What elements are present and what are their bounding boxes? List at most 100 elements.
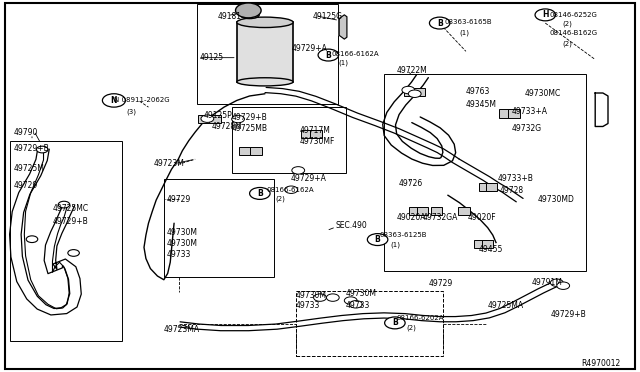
Polygon shape <box>339 15 347 39</box>
Bar <box>486 183 497 191</box>
Bar <box>417 207 428 215</box>
Text: (3): (3) <box>126 108 136 115</box>
Text: 08166-6162A: 08166-6162A <box>266 187 314 193</box>
Text: B: B <box>392 318 397 327</box>
Bar <box>237 22 293 82</box>
Text: B: B <box>437 19 442 28</box>
Circle shape <box>429 17 450 29</box>
Circle shape <box>292 167 305 174</box>
Bar <box>250 147 262 155</box>
Text: 49729+A: 49729+A <box>292 44 328 53</box>
Circle shape <box>201 115 214 122</box>
Text: 49181: 49181 <box>218 12 242 21</box>
Bar <box>458 207 470 215</box>
Circle shape <box>344 297 357 304</box>
Text: (2): (2) <box>275 196 285 202</box>
Bar <box>409 207 420 215</box>
Circle shape <box>36 146 48 153</box>
Circle shape <box>385 317 405 329</box>
Text: 49125: 49125 <box>200 53 224 62</box>
Text: 49729+A: 49729+A <box>291 174 326 183</box>
Circle shape <box>557 282 570 289</box>
Bar <box>413 88 425 96</box>
Text: 08363-6165B: 08363-6165B <box>445 19 492 25</box>
Ellipse shape <box>240 11 259 19</box>
Text: 49733+B: 49733+B <box>498 174 534 183</box>
Text: 49723M: 49723M <box>154 159 184 168</box>
Text: (1): (1) <box>338 60 348 67</box>
Ellipse shape <box>237 78 293 86</box>
Text: 49733: 49733 <box>346 301 370 310</box>
Bar <box>474 240 486 248</box>
Text: 49722M: 49722M <box>397 66 428 75</box>
Text: (2): (2) <box>562 21 572 28</box>
Circle shape <box>408 90 421 97</box>
Text: B: B <box>326 51 331 60</box>
Text: 49717M: 49717M <box>300 126 330 135</box>
Text: 49730M: 49730M <box>166 228 197 237</box>
Bar <box>198 115 209 123</box>
Bar <box>384 74 586 271</box>
Circle shape <box>314 294 326 301</box>
Text: 49729: 49729 <box>14 182 38 190</box>
Text: 49791M: 49791M <box>531 278 562 287</box>
Circle shape <box>367 234 388 246</box>
Text: 49730MD: 49730MD <box>538 195 575 203</box>
Text: 08166-6162A: 08166-6162A <box>332 51 379 57</box>
Circle shape <box>402 86 415 94</box>
Text: 49732GA: 49732GA <box>422 213 458 222</box>
Text: 49729: 49729 <box>166 195 191 203</box>
Text: 49725MA: 49725MA <box>488 301 524 310</box>
Text: (1): (1) <box>390 241 401 248</box>
Circle shape <box>535 9 556 21</box>
Text: 49723MA: 49723MA <box>163 325 199 334</box>
Text: 49730MC: 49730MC <box>525 89 561 98</box>
Text: 49725M: 49725M <box>14 164 45 173</box>
Text: 49729+B: 49729+B <box>53 217 89 226</box>
Circle shape <box>326 294 339 301</box>
Text: 08146-B162G: 08146-B162G <box>549 31 597 36</box>
Text: R4970012: R4970012 <box>581 359 620 368</box>
Text: 49728M: 49728M <box>211 122 242 131</box>
Bar <box>310 130 322 138</box>
Bar <box>10 141 122 341</box>
Text: 49726: 49726 <box>399 179 423 187</box>
Bar <box>239 147 251 155</box>
Bar <box>404 88 415 96</box>
Text: N: N <box>111 96 117 105</box>
Text: 08146-6252G: 08146-6252G <box>549 12 597 18</box>
Ellipse shape <box>237 17 293 28</box>
Text: 49728: 49728 <box>499 186 524 195</box>
Circle shape <box>232 115 244 123</box>
Bar <box>232 107 346 173</box>
Text: (2): (2) <box>406 325 416 331</box>
Text: 49763: 49763 <box>465 87 490 96</box>
Text: N 08911-2062G: N 08911-2062G <box>114 97 170 103</box>
Bar <box>431 207 442 215</box>
Bar <box>479 183 491 191</box>
Bar <box>296 291 443 356</box>
Text: 49729+B: 49729+B <box>550 310 586 319</box>
Text: 49725MC: 49725MC <box>53 204 89 213</box>
Circle shape <box>26 236 38 243</box>
Text: 49733+A: 49733+A <box>512 107 548 116</box>
Text: 49125G: 49125G <box>312 12 342 21</box>
Circle shape <box>250 187 270 199</box>
Bar <box>164 179 274 277</box>
Text: 49729+B: 49729+B <box>232 113 268 122</box>
Text: 08166-6202A: 08166-6202A <box>397 315 444 321</box>
Text: (1): (1) <box>459 29 469 36</box>
Text: 49020F: 49020F <box>467 213 496 222</box>
Circle shape <box>349 301 362 308</box>
Bar <box>499 109 510 118</box>
Circle shape <box>285 186 298 193</box>
Circle shape <box>318 49 339 61</box>
Bar <box>301 130 313 138</box>
Circle shape <box>550 279 563 286</box>
Text: 49020A: 49020A <box>397 213 426 222</box>
Text: 49730M: 49730M <box>166 239 197 248</box>
Bar <box>508 109 520 118</box>
Text: 49733: 49733 <box>296 301 320 310</box>
Text: B: B <box>375 235 380 244</box>
Bar <box>197 4 338 104</box>
